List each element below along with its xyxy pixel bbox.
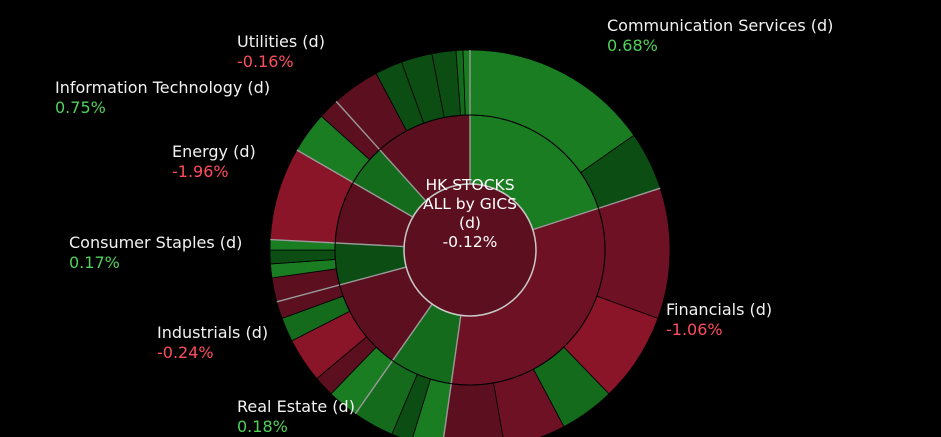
sunburst-rings [269,49,671,437]
sector-divider-energy [270,238,405,248]
sector-name: Real Estate (d) [237,397,355,416]
sector-name: Communication Services (d) [607,16,834,35]
sector-label-energy: Energy (d) -1.96% [172,142,256,182]
center-label: HK STOCKS ALL by GICS (d) -0.12% [392,176,548,252]
sector-change: -0.24% [157,343,214,362]
sector-name: Information Technology (d) [55,78,271,97]
center-title-line3: (d) [459,214,481,232]
sector-divider-real-estate [443,315,462,437]
sector-label-consumer-staples: Consumer Staples (d) 0.17% [69,233,242,273]
sector-change: 0.68% [607,36,658,55]
sector-name: Industrials (d) [157,323,269,342]
sector-divider-information-technology [296,149,414,218]
sector-change: 0.75% [55,98,106,117]
sector-label-communication-services: Communication Services (d) 0.68% [607,16,833,56]
center-title-line2: ALL by GICS [423,195,517,213]
sector-change: -1.96% [172,162,229,181]
sector-label-information-technology: Information Technology (d) 0.75% [55,78,270,118]
sector-change: -1.06% [666,320,723,339]
center-title-line1: HK STOCKS [425,176,515,194]
sector-change: -0.16% [237,52,294,71]
sector-label-financials: Financials (d) -1.06% [666,300,772,340]
sector-divider-utilities [335,100,427,202]
sector-name: Financials (d) [666,300,773,319]
center-circle [403,183,537,317]
sector-divider-financials [532,187,661,231]
sector-divider-consumer-staples [276,266,407,303]
sector-label-industrials: Industrials (d) -0.24% [157,323,268,363]
sector-label-utilities: Utilities (d) -0.16% [237,32,325,72]
center-value: -0.12% [442,233,498,251]
ring-boundary [334,114,606,386]
sector-name: Consumer Staples (d) [69,233,243,252]
sector-name: Utilities (d) [237,32,325,51]
sector-change: 0.17% [69,253,120,272]
sector-name: Energy (d) [172,142,256,161]
sector-label-real-estate: Real Estate (d) 0.18% [237,397,355,437]
sector-change: 0.18% [237,417,288,436]
outer-segment-financials-4 [596,187,671,319]
sector-divider-industrials [354,303,433,415]
